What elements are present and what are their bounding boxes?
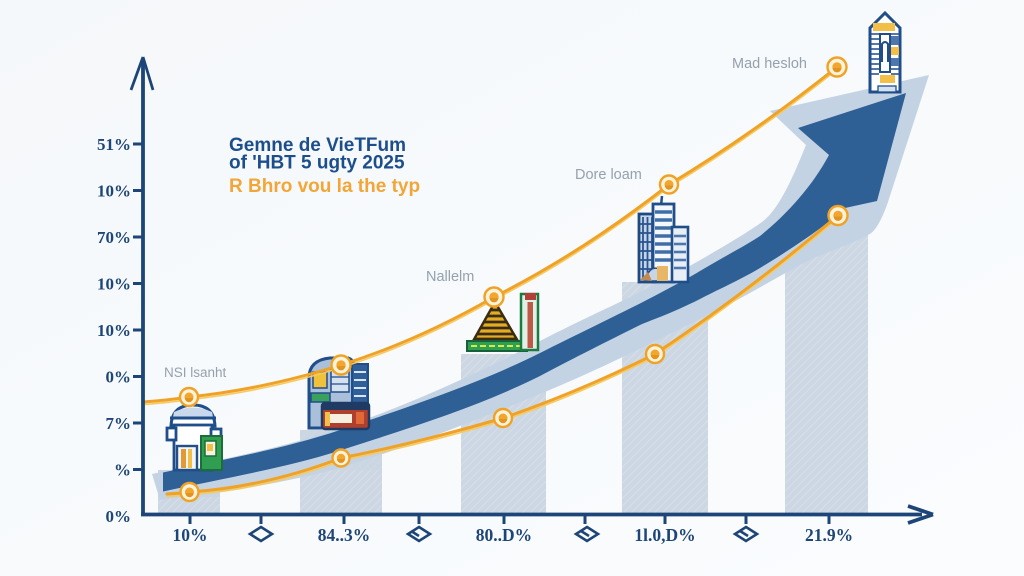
svg-text:21.9%: 21.9%: [805, 525, 853, 545]
svg-text:0%: 0%: [106, 507, 132, 526]
svg-text:R Bhro vou la the typ: R Bhro vou la the typ: [229, 176, 420, 197]
svg-text:10%: 10%: [97, 321, 131, 340]
svg-text:Gemne de VieTFum: Gemne de VieTFum: [229, 135, 406, 156]
svg-text:84..3%: 84..3%: [318, 525, 371, 545]
svg-text:7%: 7%: [106, 414, 132, 433]
svg-text:%: %: [114, 461, 131, 480]
svg-text:Mad hesloh: Mad hesloh: [732, 56, 807, 72]
svg-text:80..D%: 80..D%: [476, 525, 532, 545]
svg-text:Dore loam: Dore loam: [575, 167, 642, 183]
svg-text:Nallelm: Nallelm: [426, 269, 474, 285]
svg-text:0%: 0%: [106, 368, 132, 387]
svg-text:NSI lsanht: NSI lsanht: [164, 365, 227, 380]
svg-text:70%: 70%: [97, 228, 131, 247]
svg-text:10%: 10%: [97, 182, 131, 201]
svg-text:1l.0,D%: 1l.0,D%: [634, 525, 695, 545]
svg-text:10%: 10%: [97, 275, 131, 294]
svg-text:51%: 51%: [97, 135, 131, 154]
svg-text:10%: 10%: [173, 525, 208, 545]
svg-text:of 'HBT 5 ugty 2025: of 'HBT 5 ugty 2025: [229, 153, 405, 174]
